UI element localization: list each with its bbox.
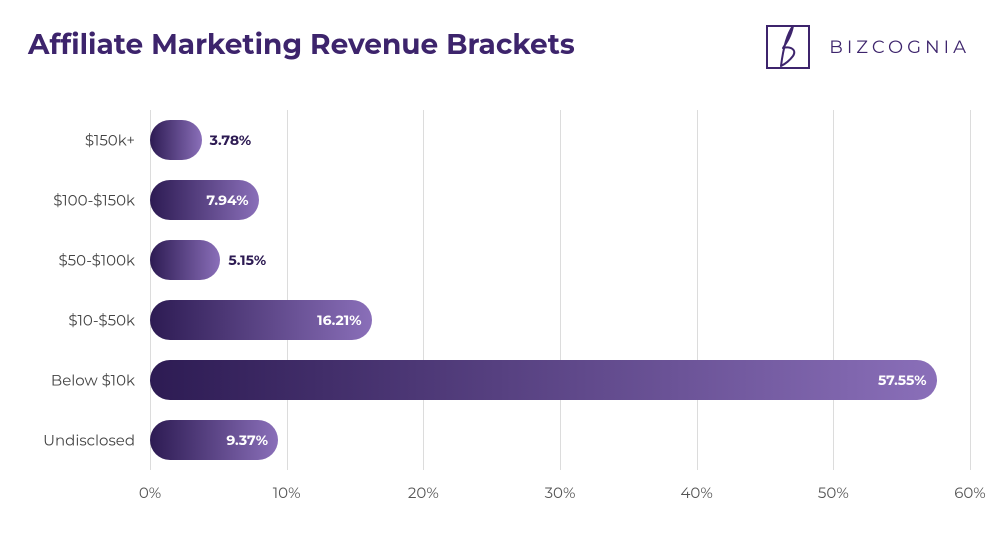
bar-value-label: 3.78% (210, 131, 252, 149)
chart-title: Affiliate Marketing Revenue Brackets (28, 28, 575, 62)
y-category-label: $10-$50k (5, 311, 135, 330)
bar (150, 120, 202, 160)
bar (150, 240, 220, 280)
y-category-label: $50-$100k (5, 251, 135, 270)
brand-name: BIZCOGNIA (829, 36, 970, 58)
x-tick-label: 40% (681, 483, 713, 502)
bar-value-label: 57.55% (878, 371, 927, 389)
gridline (833, 110, 834, 470)
x-tick-label: 10% (273, 483, 301, 502)
y-category-label: Below $10k (5, 371, 135, 390)
brand-logo: BIZCOGNIA (761, 20, 970, 74)
x-tick-label: 20% (408, 483, 439, 502)
gridline (970, 110, 971, 470)
x-tick-label: 50% (818, 483, 849, 502)
bizcognia-mark-icon (761, 20, 815, 74)
chart-container: Affiliate Marketing Revenue Brackets BIZ… (0, 0, 1000, 553)
bar-value-label: 7.94% (206, 191, 248, 209)
bar (150, 360, 937, 400)
plot-area: 0%10%20%30%40%50%60%$150k+3.78%$100-$150… (150, 110, 970, 470)
y-category-label: $100-$150k (5, 191, 135, 210)
y-category-label: Undisclosed (5, 431, 135, 450)
y-category-label: $150k+ (5, 131, 135, 150)
bar-value-label: 9.37% (226, 431, 268, 449)
gridline (287, 110, 288, 470)
gridline (150, 110, 151, 470)
x-tick-label: 30% (545, 483, 576, 502)
gridline (423, 110, 424, 470)
bar-value-label: 5.15% (228, 251, 266, 269)
x-tick-label: 60% (954, 483, 986, 502)
bar-value-label: 16.21% (317, 311, 361, 329)
gridline (697, 110, 698, 470)
x-tick-label: 0% (139, 483, 161, 502)
gridline (560, 110, 561, 470)
